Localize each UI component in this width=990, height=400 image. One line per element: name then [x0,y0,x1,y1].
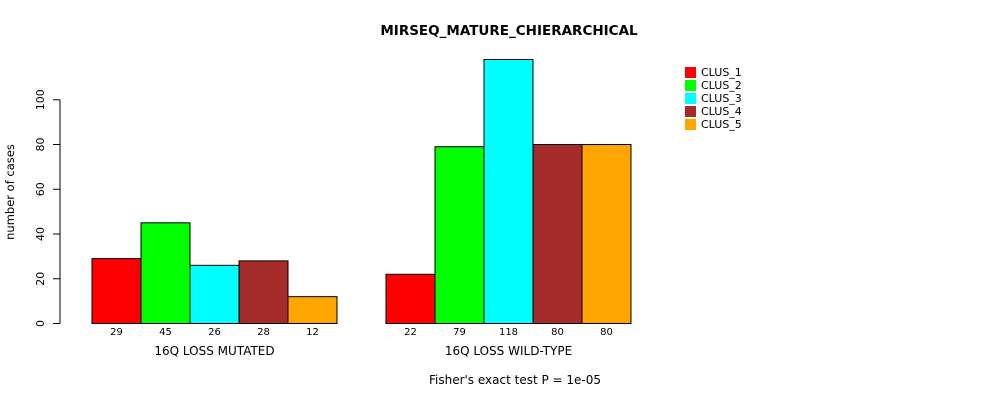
fisher-test-footnote: Fisher's exact test P = 1e-05 [429,373,601,387]
bar-clus-2 [434,146,485,324]
legend-swatch [685,106,696,117]
y-tick-label: 100 [34,89,47,110]
bar-count-label: 80 [551,327,564,338]
bar-count-label: 22 [404,327,417,338]
count-labels: 29 45 26 28 12 22 79 118 80 80 [110,327,613,338]
bar-clus-4 [532,144,583,324]
bar-clus-1 [91,258,142,324]
bar-clus-5 [581,144,632,324]
bar-count-label: 26 [208,327,221,338]
group-labels: 16Q LOSS MUTATED 16Q LOSS WILD-TYPE [154,344,572,358]
bar-clus-2 [140,222,191,324]
bar-clus-3 [189,264,240,325]
bar-count-label: 79 [453,327,466,338]
bar-count-label: 28 [257,327,270,338]
y-tick-label: 0 [34,320,47,327]
chart-title: MIRSEQ_MATURE_CHIERARCHICAL [380,23,638,39]
bar-count-label: 80 [600,327,613,338]
y-axis-label: number of cases [3,144,17,240]
y-tick-label: 20 [34,272,47,286]
bars [91,58,632,325]
group-label: 16Q LOSS MUTATED [154,344,274,358]
y-tick-label: 40 [34,227,47,241]
bar-clus-5 [287,296,338,324]
legend-swatch [685,93,696,104]
legend-swatch [685,80,696,91]
y-tick-label: 60 [34,182,47,196]
legend-label: CLUS_4 [701,105,742,118]
bar-count-label: 45 [159,327,172,338]
bar-clus-3 [483,58,534,324]
legend-swatch [685,67,696,78]
bar-count-label: 12 [306,327,319,338]
legend-swatch [685,119,696,130]
legend-label: CLUS_1 [701,66,742,79]
bar-count-label: 29 [110,327,123,338]
group-label: 16Q LOSS WILD-TYPE [445,344,572,358]
y-tick-label: 80 [34,138,47,152]
y-axis: 0 20 40 60 80 100 [34,89,61,327]
legend-label: CLUS_3 [701,92,742,105]
bar-clus-4 [238,260,289,325]
legend-label: CLUS_5 [701,118,742,131]
legend-label: CLUS_2 [701,79,742,92]
bar-count-label: 118 [499,327,518,338]
bar-clus-1 [385,273,436,324]
